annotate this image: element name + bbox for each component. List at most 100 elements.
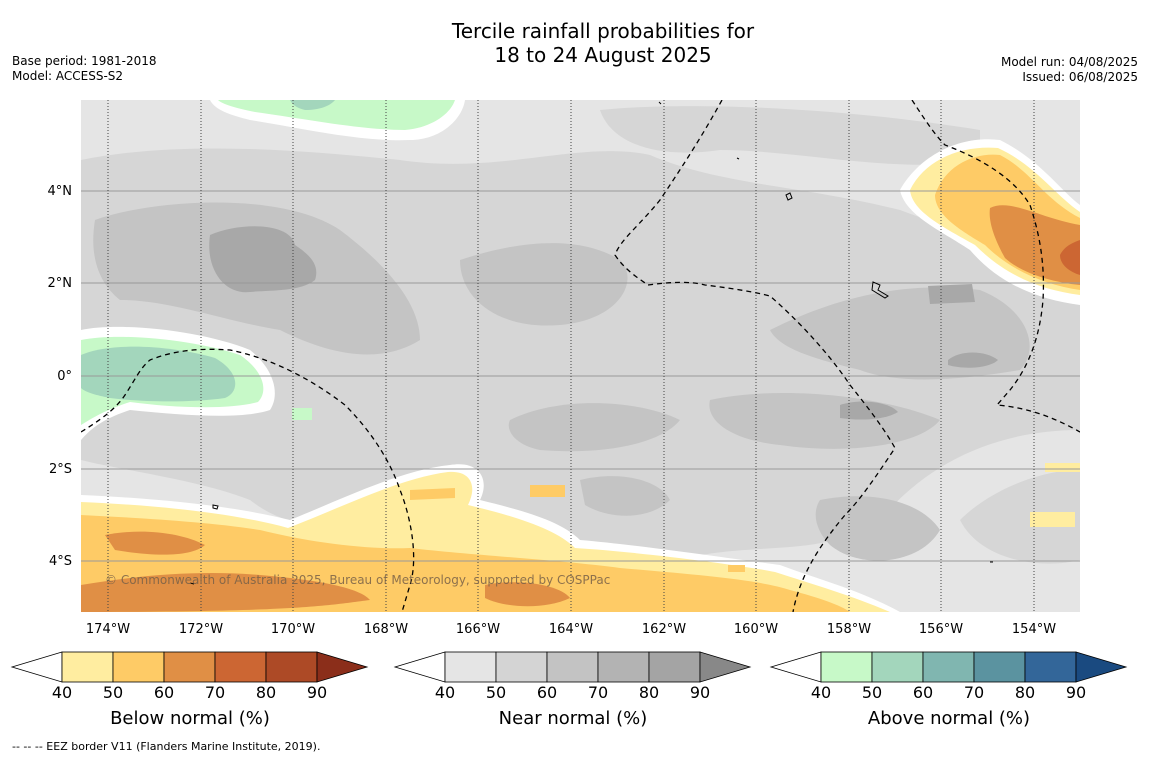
colorbar-near-swatch	[444, 651, 497, 683]
colorbar-near-max-arrow	[699, 651, 752, 683]
lon-label-154w: 154°W	[1011, 622, 1057, 637]
meta-right: Model run: 04/08/2025 Issued: 06/08/2025	[1001, 55, 1138, 85]
colorbar-below-tick: 50	[102, 683, 124, 702]
colorbar-near-title: Near normal (%)	[498, 708, 648, 729]
near-normal-70-region	[840, 401, 898, 420]
colorbar-above-swatch	[922, 651, 975, 683]
colorbar-below-tick: 40	[51, 683, 73, 702]
below-normal-50-region	[530, 485, 565, 497]
colorbar-near-swatch	[597, 651, 650, 683]
colorbar-above-swatch	[973, 651, 1026, 683]
colorbar-near-tick: 60	[536, 683, 558, 702]
model-name: Model: ACCESS-S2	[12, 69, 124, 83]
colorbar-near-swatch	[546, 651, 599, 683]
above-normal-50-region	[81, 346, 236, 402]
lon-label-158w: 158°W	[826, 622, 872, 637]
map-plot-area: © Commonwealth of Australia 2025, Bureau…	[81, 100, 1080, 612]
lat-label-2n: 2°N	[47, 276, 73, 291]
colorbar-near-tick: 80	[638, 683, 660, 702]
colorbar-near-swatch	[495, 651, 548, 683]
near-normal-70-region	[948, 352, 998, 368]
colorbar-below-swatch	[214, 651, 267, 683]
colorbar-above-min-arrow	[769, 651, 822, 683]
lon-label-166w: 166°W	[455, 622, 501, 637]
near-normal-70-region	[928, 284, 975, 304]
colorbar-near-tick: 50	[485, 683, 507, 702]
colorbar-above-tick: 70	[963, 683, 985, 702]
near-normal-60-region	[815, 496, 940, 561]
lat-label-4s: 4°S	[48, 554, 72, 569]
colorbar-above-title: Above normal (%)	[867, 708, 1031, 729]
colorbar-below-swatch	[61, 651, 114, 683]
title-line-2: 18 to 24 August 2025	[494, 43, 712, 67]
below-normal-60-region	[81, 573, 370, 612]
near-normal-70-region	[209, 226, 317, 293]
colorbar-near-tick: 90	[689, 683, 711, 702]
colorbar-near-tick: 70	[587, 683, 609, 702]
colorbar-above-tick: 60	[912, 683, 934, 702]
colorbar-below-title: Below normal (%)	[110, 708, 270, 729]
colorbar-below-tick: 80	[255, 683, 277, 702]
lon-label-174w: 174°W	[85, 622, 131, 637]
colorbar-above-tick: 40	[810, 683, 832, 702]
map-title: Tercile rainfall probabilities for 18 to…	[0, 19, 1150, 67]
colorbar-below-swatch	[265, 651, 318, 683]
issued-date: Issued: 06/08/2025	[1022, 70, 1138, 84]
near-normal-60-region	[580, 476, 670, 516]
below-normal-70-region	[1060, 240, 1080, 275]
meta-left: Base period: 1981-2018 Model: ACCESS-S2	[12, 54, 157, 84]
lon-label-156w: 156°W	[918, 622, 964, 637]
colorbar-above	[769, 651, 1128, 683]
base-period: Base period: 1981-2018	[12, 54, 157, 68]
colorbar-near	[393, 651, 752, 683]
colorbar-below	[10, 651, 369, 683]
below-normal-40-region	[1030, 512, 1075, 527]
near-normal-50-region	[960, 470, 1080, 564]
colorbar-below-swatch	[112, 651, 165, 683]
colorbar-near-swatch	[648, 651, 701, 683]
below-normal-50-region	[728, 565, 745, 572]
colorbar-above-tick: 50	[861, 683, 883, 702]
lon-label-172w: 172°W	[178, 622, 224, 637]
title-line-1: Tercile rainfall probabilities for	[451, 19, 755, 43]
above-normal-40-region	[292, 408, 312, 420]
lat-label-0: 0°	[57, 369, 72, 384]
colorbar-above-tick: 90	[1065, 683, 1087, 702]
below-normal-60-region	[485, 582, 570, 607]
eez-footnote: -- -- -- EEZ border V11 (Flanders Marine…	[12, 740, 321, 753]
colorbar-near-min-arrow	[393, 651, 446, 683]
longitude-gridlines	[107, 100, 1035, 612]
copyright-text: © Commonwealth of Australia 2025, Bureau…	[105, 573, 610, 587]
colorbar-below-max-arrow	[316, 651, 369, 683]
above-normal-50-region	[290, 100, 335, 110]
lat-label-2s: 2°S	[48, 462, 72, 477]
model-run: Model run: 04/08/2025	[1000, 55, 1138, 69]
above-normal-40-region	[218, 100, 455, 130]
below-normal-60-region	[105, 531, 205, 555]
below-normal-60-region	[989, 205, 1080, 285]
near-normal-60-region	[460, 243, 628, 326]
eez-borders	[81, 100, 1080, 612]
lon-label-160w: 160°W	[733, 622, 779, 637]
lon-label-162w: 162°W	[641, 622, 687, 637]
colorbar-above-tick: 80	[1014, 683, 1036, 702]
lat-label-4n: 4°N	[47, 184, 73, 199]
below-normal-40-region	[1045, 463, 1080, 472]
lon-label-164w: 164°W	[548, 622, 594, 637]
latitude-gridlines	[81, 190, 1080, 562]
colorbar-below-tick: 90	[306, 683, 328, 702]
near-normal-50-region	[600, 106, 980, 165]
colorbar-above-max-arrow	[1075, 651, 1128, 683]
colorbar-below-min-arrow	[10, 651, 63, 683]
colorbar-above-swatch	[1024, 651, 1077, 683]
colorbar-above-swatch	[820, 651, 873, 683]
colorbar-below-swatch	[163, 651, 216, 683]
near-normal-60-region	[508, 403, 680, 452]
colorbar-above-swatch	[871, 651, 924, 683]
colorbar-below-tick: 70	[204, 683, 226, 702]
colorbar-near-tick: 40	[434, 683, 456, 702]
islands	[189, 101, 993, 585]
colorbar-below-tick: 60	[153, 683, 175, 702]
lon-label-170w: 170°W	[270, 622, 316, 637]
